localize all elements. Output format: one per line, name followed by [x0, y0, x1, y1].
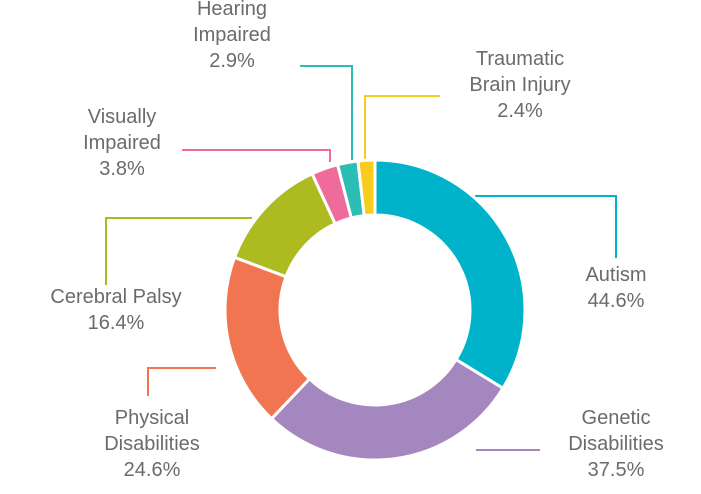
value-label: 24.6%: [123, 459, 181, 481]
value-label: 37.5%: [587, 459, 645, 481]
value-label: 16.4%: [87, 312, 145, 334]
category-label: Traumatic Brain Injury: [469, 48, 571, 96]
category-label: Visually Impaired: [83, 106, 161, 154]
category-label: Cerebral Palsy: [50, 286, 182, 308]
slice-label: Hearing Impaired 2.9%: [193, 0, 271, 74]
value-label: 3.8%: [99, 158, 145, 180]
slice-label: Physical Disabilities 24.6%: [104, 405, 200, 483]
donut-segment: [269, 357, 506, 462]
category-label: Genetic Disabilities: [568, 407, 664, 455]
slice-label: Traumatic Brain Injury 2.4%: [469, 46, 570, 124]
leader-line: [182, 149, 331, 162]
slice-label: Genetic Disabilities 37.5%: [568, 405, 664, 483]
category-label: Autism: [585, 264, 647, 286]
slice-label: Cerebral Palsy 16.4%: [50, 284, 181, 336]
leader-line: [300, 65, 353, 160]
value-label: 2.9%: [209, 50, 255, 72]
leader-lines: [105, 65, 617, 451]
donut-segment: [356, 158, 377, 218]
leader-line: [475, 195, 617, 258]
leader-line: [364, 95, 440, 160]
category-label: Hearing Impaired: [193, 0, 271, 46]
slice-label: Visually Impaired 3.8%: [83, 104, 161, 182]
donut-segment: [373, 158, 527, 391]
value-label: 2.4%: [497, 100, 543, 122]
category-label: Physical Disabilities: [104, 407, 200, 455]
value-label: 44.6%: [587, 290, 645, 312]
leader-line: [147, 367, 216, 396]
slice-label: Autism 44.6%: [585, 262, 646, 314]
leader-line: [105, 217, 252, 285]
